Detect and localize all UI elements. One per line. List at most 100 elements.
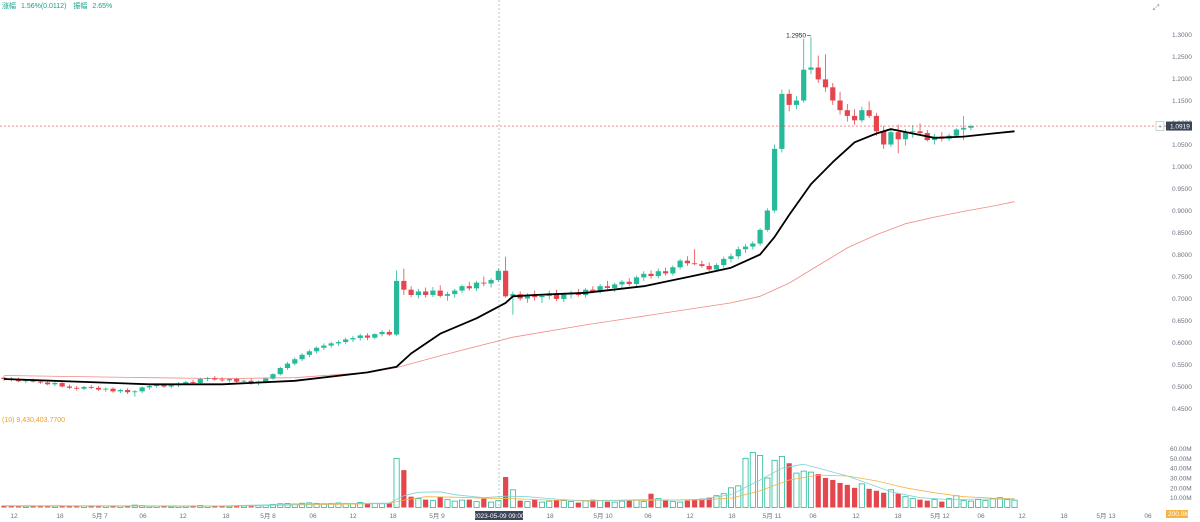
- fullscreen-icon[interactable]: ⤢: [1152, 3, 1160, 12]
- volume-bar: [793, 472, 800, 508]
- time-tick-label: 12: [686, 513, 694, 520]
- volume-tick-label: 60.00M: [1170, 446, 1192, 453]
- volume-bars: [1, 452, 1018, 508]
- amplitude-value: 2.65%: [92, 3, 113, 10]
- candle: [270, 373, 276, 380]
- candle: [786, 89, 792, 112]
- volume-bar: [582, 500, 589, 508]
- candle: [393, 270, 400, 336]
- candle: [401, 268, 407, 295]
- candle: [299, 353, 305, 361]
- volume-bar: [466, 499, 472, 508]
- candle: [844, 104, 850, 122]
- candle: [110, 387, 116, 393]
- volume-bar: [234, 506, 240, 508]
- price-tick-label: 0.7500: [1172, 274, 1192, 281]
- fast-moving-average: [3, 128, 1015, 386]
- volume-bar: [1011, 499, 1018, 508]
- volume-tick-label: 20.00M: [1170, 485, 1192, 492]
- price-tick-label: 0.5000: [1172, 384, 1192, 391]
- time-tick-label: 12: [1018, 513, 1026, 520]
- volume-bar: [684, 500, 690, 508]
- candle: [815, 55, 821, 83]
- candle: [895, 124, 901, 154]
- volume-bar: [553, 500, 560, 508]
- price-tick-label: 0.4500: [1172, 406, 1192, 413]
- price-tick-label: 0.6000: [1172, 340, 1192, 347]
- candle: [350, 335, 356, 343]
- volume-bar: [706, 497, 712, 508]
- volume-bar: [299, 502, 306, 508]
- candle: [488, 278, 494, 288]
- volume-bar: [822, 478, 829, 508]
- axis-labels: 1.30001.25001.20001.15001.10001.05001.00…: [10, 32, 1192, 520]
- volume-bar: [124, 505, 131, 508]
- time-tick-label: 12: [349, 513, 357, 520]
- volume-bar: [830, 479, 836, 508]
- candle: [648, 270, 654, 279]
- volume-ma-fast-line: [3, 463, 1015, 507]
- candle: [757, 228, 763, 246]
- candle: [721, 256, 727, 268]
- price-tick-label: 0.5500: [1172, 362, 1192, 369]
- volume-bar: [677, 501, 684, 508]
- volume-bar: [30, 505, 36, 508]
- candle: [968, 124, 974, 131]
- candle: [452, 288, 458, 298]
- volume-bar: [517, 500, 523, 508]
- candle: [219, 377, 225, 382]
- volume-bar: [982, 500, 989, 508]
- candle: [226, 378, 232, 383]
- volume-bar: [401, 470, 407, 508]
- ma-fast-line: [3, 128, 1015, 386]
- volume-bar: [692, 499, 698, 508]
- volume-last-tag: [1166, 510, 1188, 518]
- candle: [430, 287, 436, 298]
- volume-bar: [618, 500, 625, 508]
- candle: [735, 246, 741, 259]
- candle: [626, 278, 632, 287]
- price-tick-label: 0.9000: [1172, 208, 1192, 215]
- candle: [74, 386, 80, 391]
- candle: [81, 386, 87, 391]
- candle: [88, 385, 94, 390]
- volume-bar: [917, 499, 923, 508]
- add-alert-icon[interactable]: [1155, 121, 1165, 131]
- time-tick-label: 5月 7: [92, 512, 108, 520]
- price-tick-label: 0.6500: [1172, 318, 1192, 325]
- candle: [66, 384, 73, 390]
- candle: [851, 109, 858, 125]
- time-tick-label: 18: [56, 513, 64, 520]
- candle: [437, 285, 443, 298]
- crosshair-time-tag: [475, 511, 523, 520]
- volume-bar: [699, 498, 705, 508]
- volume-bar: [597, 500, 604, 508]
- volume-bar: [967, 500, 974, 508]
- time-tick-label: 18: [1060, 513, 1068, 520]
- time-tick-label: 18: [222, 513, 230, 520]
- candle: [553, 289, 560, 302]
- candle: [684, 256, 690, 266]
- candle: [212, 375, 218, 381]
- candle: [314, 346, 320, 354]
- candle: [459, 284, 465, 294]
- volume-bar: [873, 490, 879, 508]
- volume-bar: [568, 501, 575, 508]
- volume-bar: [989, 498, 996, 508]
- time-tick-label: 5月 12: [930, 512, 950, 520]
- volume-bar: [168, 506, 175, 508]
- volume-bar: [190, 505, 196, 508]
- volume-bar: [771, 459, 778, 508]
- time-tick-label: 5月 13: [1096, 512, 1116, 520]
- volume-bar: [415, 498, 422, 508]
- volume-bar: [924, 500, 930, 508]
- volume-bar: [386, 503, 392, 508]
- volume-bar: [960, 500, 967, 508]
- candle: [837, 91, 843, 115]
- change-label: 涨幅: [2, 3, 16, 10]
- volume-bar: [313, 502, 320, 508]
- time-tick-label: 18: [389, 513, 397, 520]
- candle: [343, 337, 349, 345]
- time-tick-label: 12: [179, 513, 187, 520]
